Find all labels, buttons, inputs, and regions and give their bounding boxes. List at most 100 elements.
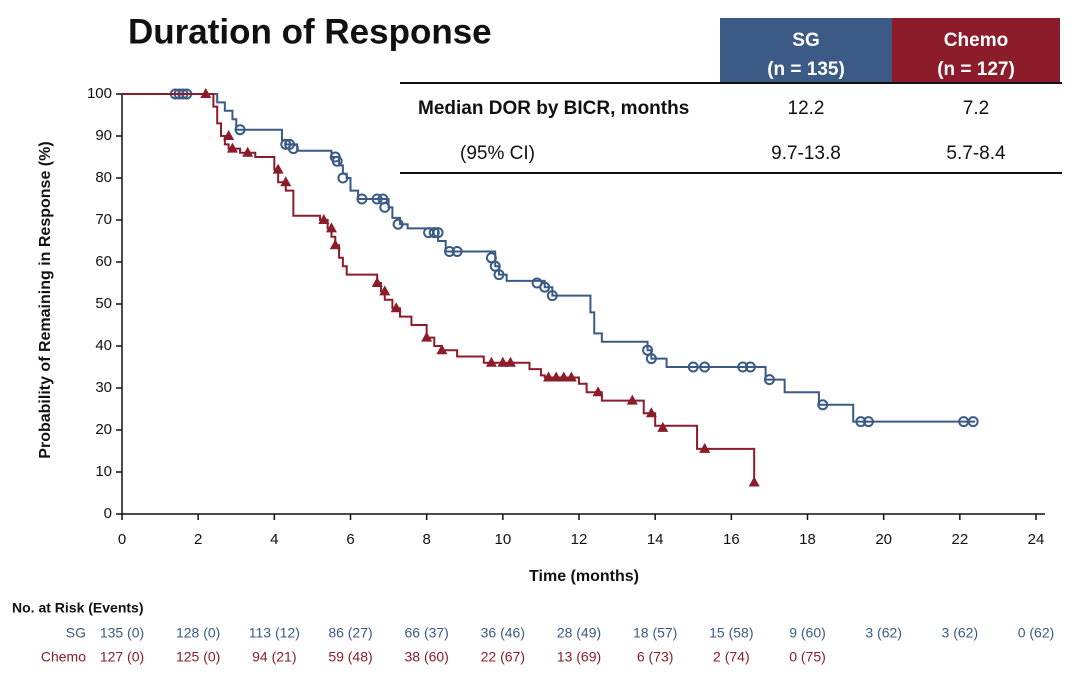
sg-header-box (720, 18, 892, 82)
table-cell: Median DOR by BICR, months (418, 98, 689, 119)
censor-mark (497, 356, 509, 367)
risk-cell: 0 (62) (1018, 625, 1055, 641)
censor-mark (325, 222, 337, 233)
risk-cell: 125 (0) (176, 649, 220, 665)
censor-mark (645, 407, 657, 418)
censor-mark (645, 353, 657, 365)
risk-cell: 38 (60) (404, 649, 448, 665)
x-axis-label: Time (months) (529, 568, 639, 585)
y-tick-label: 20 (95, 421, 112, 438)
censor-mark (379, 201, 391, 213)
censor-mark (763, 374, 775, 386)
x-tick-label: 8 (422, 531, 430, 548)
y-tick-label: 70 (95, 211, 112, 228)
censor-mark (200, 88, 212, 98)
censor-mark (318, 214, 330, 224)
y-axis-label: Probability of Remaining in Response (%) (37, 141, 54, 458)
x-tick-label: 12 (571, 531, 588, 548)
censor-mark (379, 285, 391, 296)
risk-cell: 135 (0) (100, 625, 144, 641)
risk-cell: 36 (46) (481, 625, 525, 641)
y-tick-label: 40 (95, 337, 112, 354)
risk-cell: 127 (0) (100, 649, 144, 665)
censor-mark (558, 371, 570, 382)
risk-cell: 66 (37) (404, 625, 448, 641)
censor-mark (862, 416, 874, 428)
risk-cell: 2 (74) (713, 649, 750, 665)
y-tick-label: 80 (95, 169, 112, 186)
censor-mark (485, 356, 497, 367)
table-cell: 5.7-8.4 (946, 143, 1006, 164)
table-header: Chemo (944, 30, 1008, 51)
censor-mark (331, 155, 343, 167)
censor-mark (371, 277, 383, 287)
censor-mark (543, 371, 555, 382)
y-tick-label: 30 (95, 379, 112, 396)
x-tick-label: 0 (118, 531, 126, 548)
table-header: (n = 135) (767, 59, 845, 80)
risk-table-title: No. at Risk (Events) (12, 600, 143, 616)
risk-cell: 6 (73) (637, 649, 674, 665)
censor-mark (748, 476, 760, 487)
x-tick-label: 2 (194, 531, 202, 548)
censor-mark (451, 246, 463, 257)
y-tick-label: 10 (95, 463, 112, 480)
censor-mark (626, 394, 638, 405)
risk-cell: 113 (12) (249, 625, 300, 641)
censor-mark (967, 416, 979, 428)
x-tick-label: 18 (799, 531, 816, 548)
censor-mark (657, 421, 669, 432)
censor-mark (699, 442, 711, 453)
censor-mark (687, 361, 699, 373)
censor-mark (550, 371, 562, 382)
risk-cell: 22 (67) (481, 649, 525, 665)
censor-mark (493, 269, 505, 281)
table-cell: 9.7-13.8 (771, 143, 841, 164)
risk-row-label: SG (66, 625, 86, 641)
censor-mark (565, 371, 577, 382)
risk-cell: 128 (0) (176, 625, 220, 641)
x-tick-label: 24 (1028, 531, 1045, 548)
risk-cell: 59 (48) (328, 649, 372, 665)
risk-cell: 13 (69) (557, 649, 601, 665)
x-tick-label: 16 (723, 531, 740, 548)
x-tick-label: 14 (647, 531, 664, 548)
censor-mark (371, 193, 383, 205)
y-tick-label: 90 (95, 127, 112, 144)
x-tick-label: 4 (270, 531, 278, 548)
x-tick-label: 10 (494, 531, 511, 548)
risk-cell: 9 (60) (789, 625, 826, 641)
table-cell: (95% CI) (460, 143, 535, 164)
censor-mark (226, 142, 238, 153)
censor-mark (280, 176, 292, 187)
x-tick-label: 20 (875, 531, 892, 548)
censor-mark (699, 361, 711, 373)
censor-mark (421, 331, 433, 342)
y-tick-label: 0 (104, 505, 112, 522)
censor-mark (392, 218, 404, 230)
risk-cell: 3 (62) (865, 625, 902, 641)
survival-curve (122, 93, 756, 481)
censor-mark (337, 172, 349, 184)
risk-cell: 0 (75) (789, 649, 826, 665)
table-header: SG (792, 30, 819, 51)
censor-mark (432, 227, 444, 239)
censor-mark (744, 361, 756, 373)
risk-cell: 3 (62) (942, 625, 979, 641)
censor-mark (817, 399, 829, 411)
risk-cell: 28 (49) (557, 625, 601, 641)
censor-mark (428, 227, 440, 239)
censor-mark (287, 143, 299, 155)
table-cell: 12.2 (788, 98, 825, 119)
censor-mark (242, 146, 254, 157)
censor-mark (546, 290, 558, 302)
censor-mark (436, 344, 448, 355)
chemo-header-box (892, 18, 1060, 82)
censor-mark (592, 386, 604, 397)
x-tick-label: 22 (951, 531, 968, 548)
censor-mark (539, 281, 551, 293)
censor-mark (272, 163, 284, 174)
censor-mark (223, 130, 235, 140)
censor-mark (504, 356, 516, 367)
